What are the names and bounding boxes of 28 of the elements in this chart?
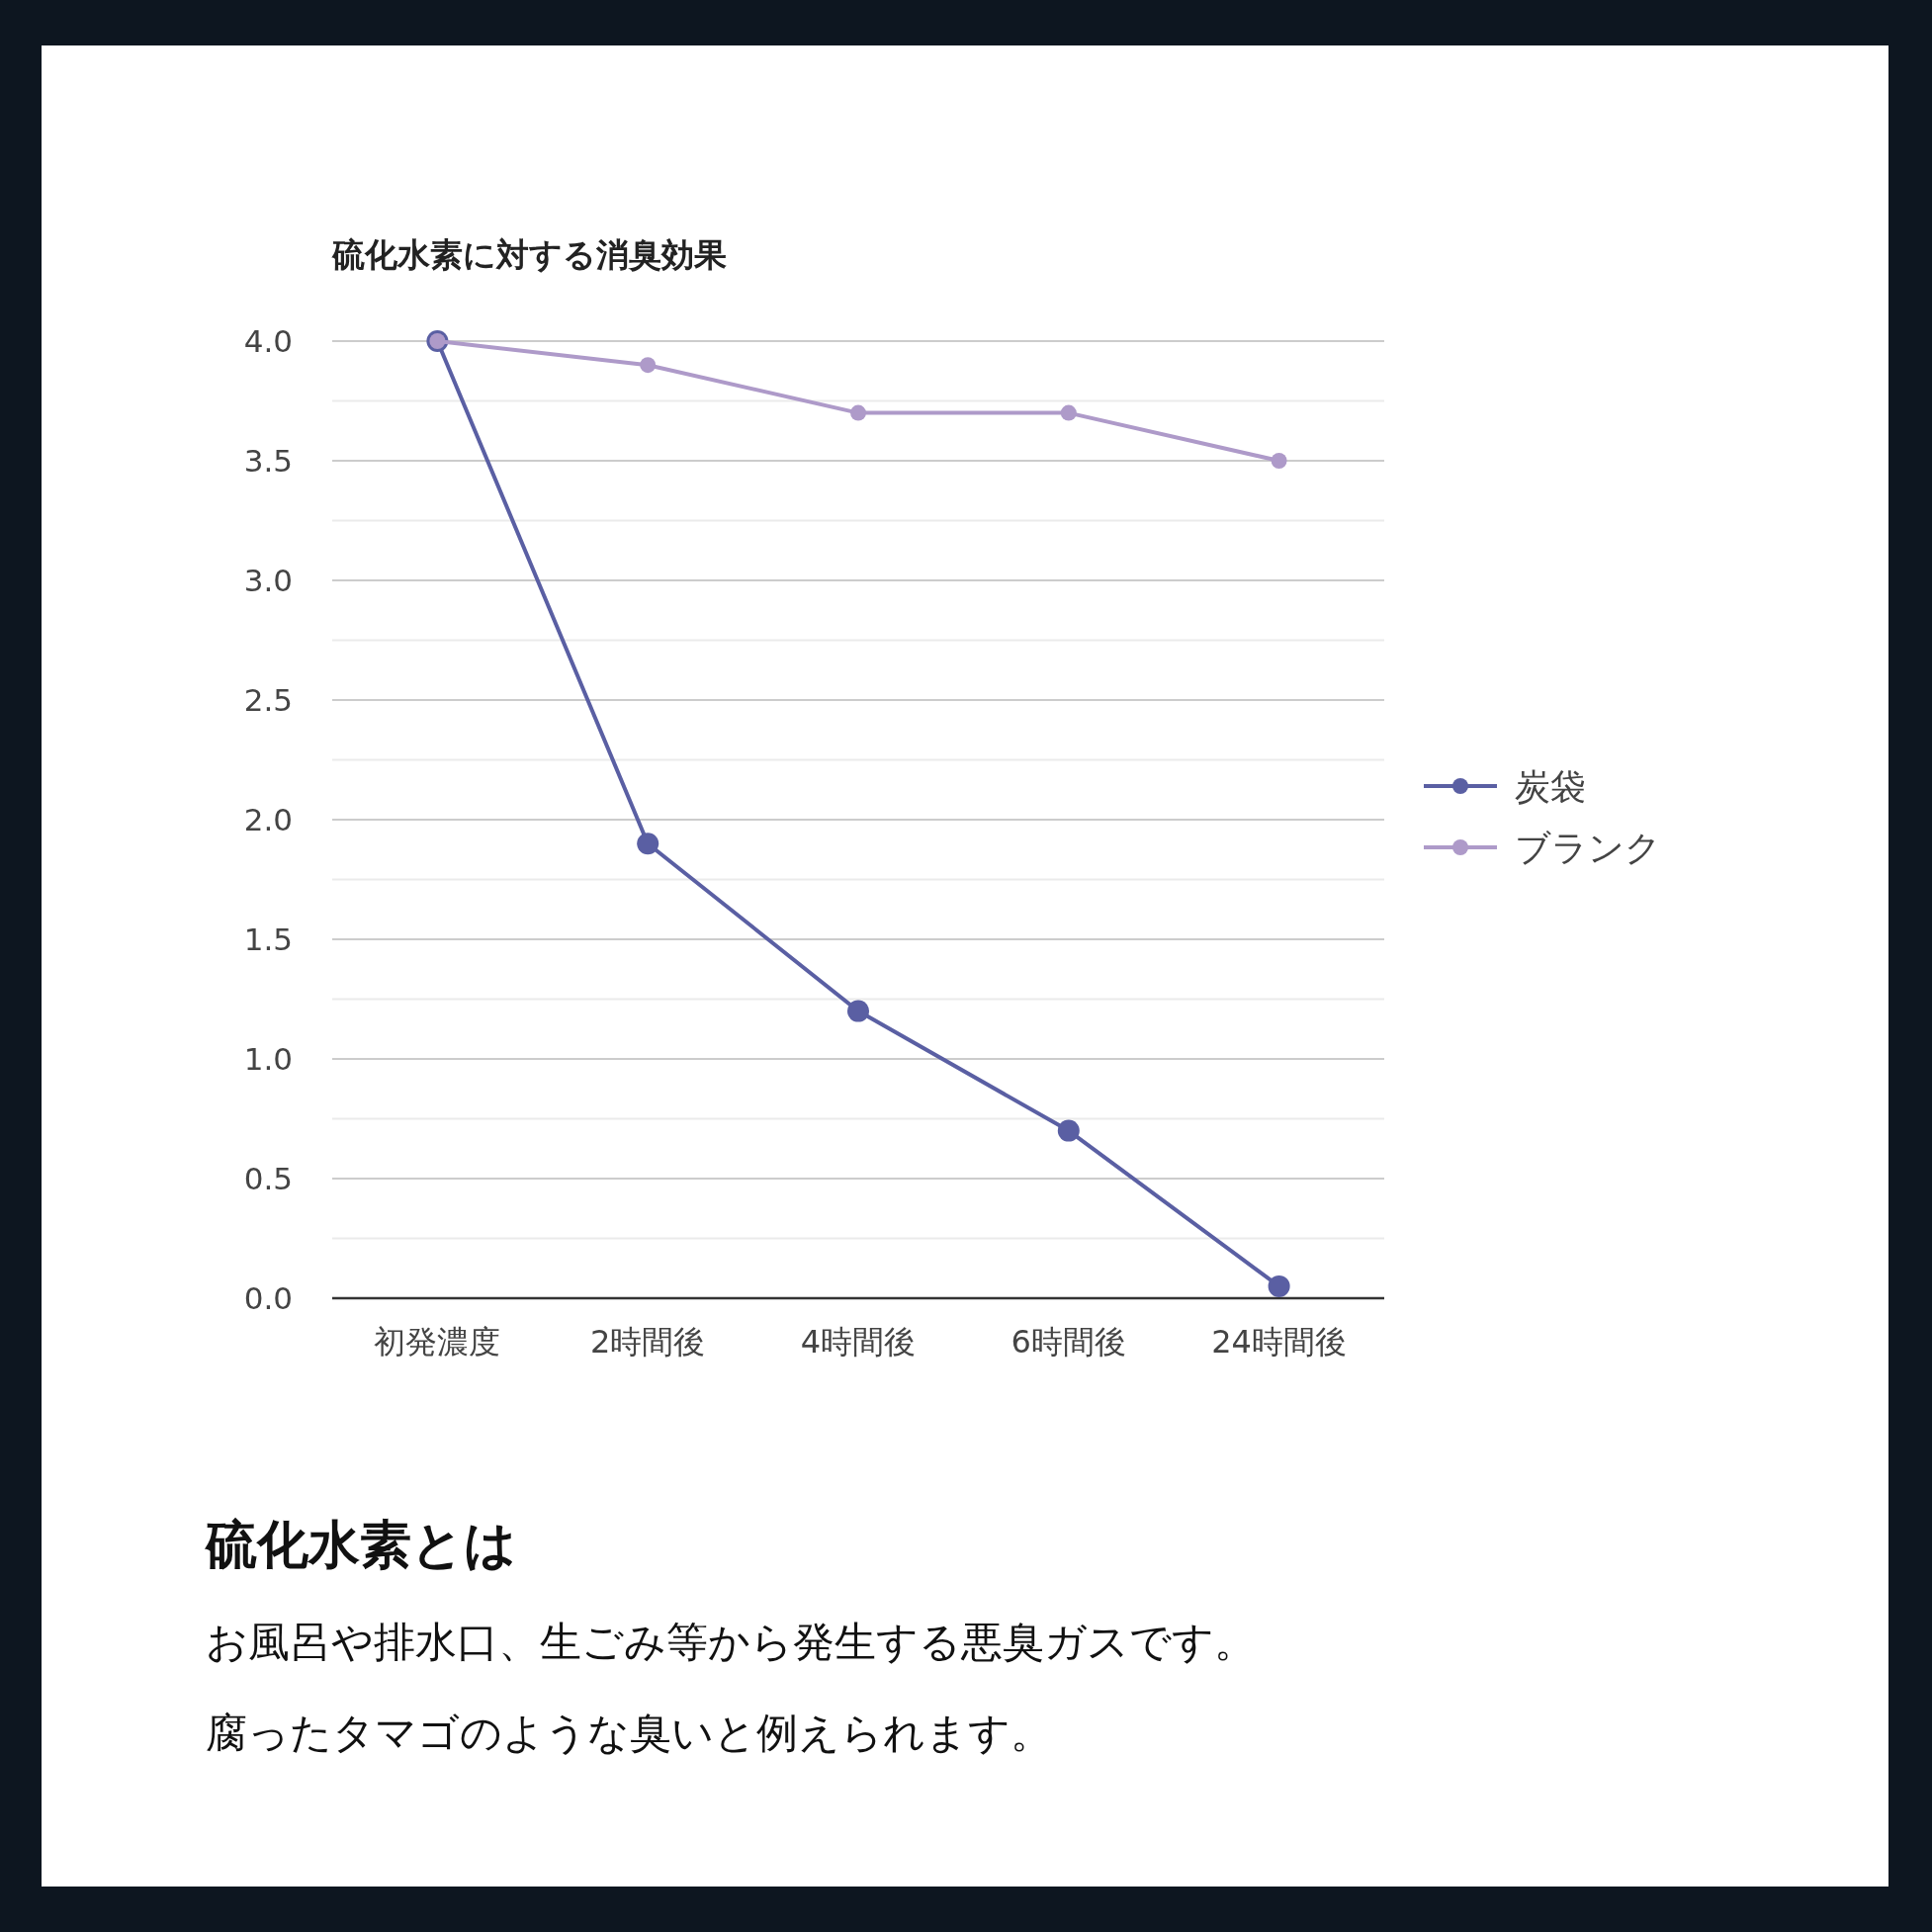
chart-title: 硫化水素に対する消臭効果 [331,235,727,274]
x-tick-label: 4時間後 [800,1323,917,1361]
y-tick-label: 0.0 [243,1280,293,1316]
point [1271,453,1287,469]
point [1268,1274,1290,1297]
point [1060,404,1077,421]
y-tick-label: 3.0 [243,563,293,598]
text: 硫化水素とは [204,1515,516,1574]
y-tick-label: 2.0 [243,802,293,837]
point [640,357,657,374]
y-tick-label: 1.0 [243,1041,293,1077]
y-tick-label: 4.0 [243,323,293,359]
x-tick-label: 2時間後 [590,1323,706,1361]
point [847,1000,869,1022]
legend-label: 炭袋 [1515,766,1586,807]
point [850,404,866,421]
x-tick-label: 初発濃度 [374,1323,501,1361]
point [637,833,659,855]
x-tick-label: 6時間後 [1010,1323,1126,1361]
x-tick-label: 24時間後 [1211,1323,1347,1361]
y-tick-label: 0.5 [243,1161,293,1196]
y-tick-label: 3.5 [243,443,293,479]
y-tick-label: 1.5 [243,922,293,957]
text: 腐ったタマゴのような臭いと例えられます。 [206,1709,1052,1757]
legend-label: ブランク [1515,828,1661,868]
text: お風呂や排水口、生ごみ等から発生する悪臭ガスです。 [206,1618,1256,1666]
y-tick-label: 2.5 [243,682,293,718]
point [1057,1119,1080,1142]
